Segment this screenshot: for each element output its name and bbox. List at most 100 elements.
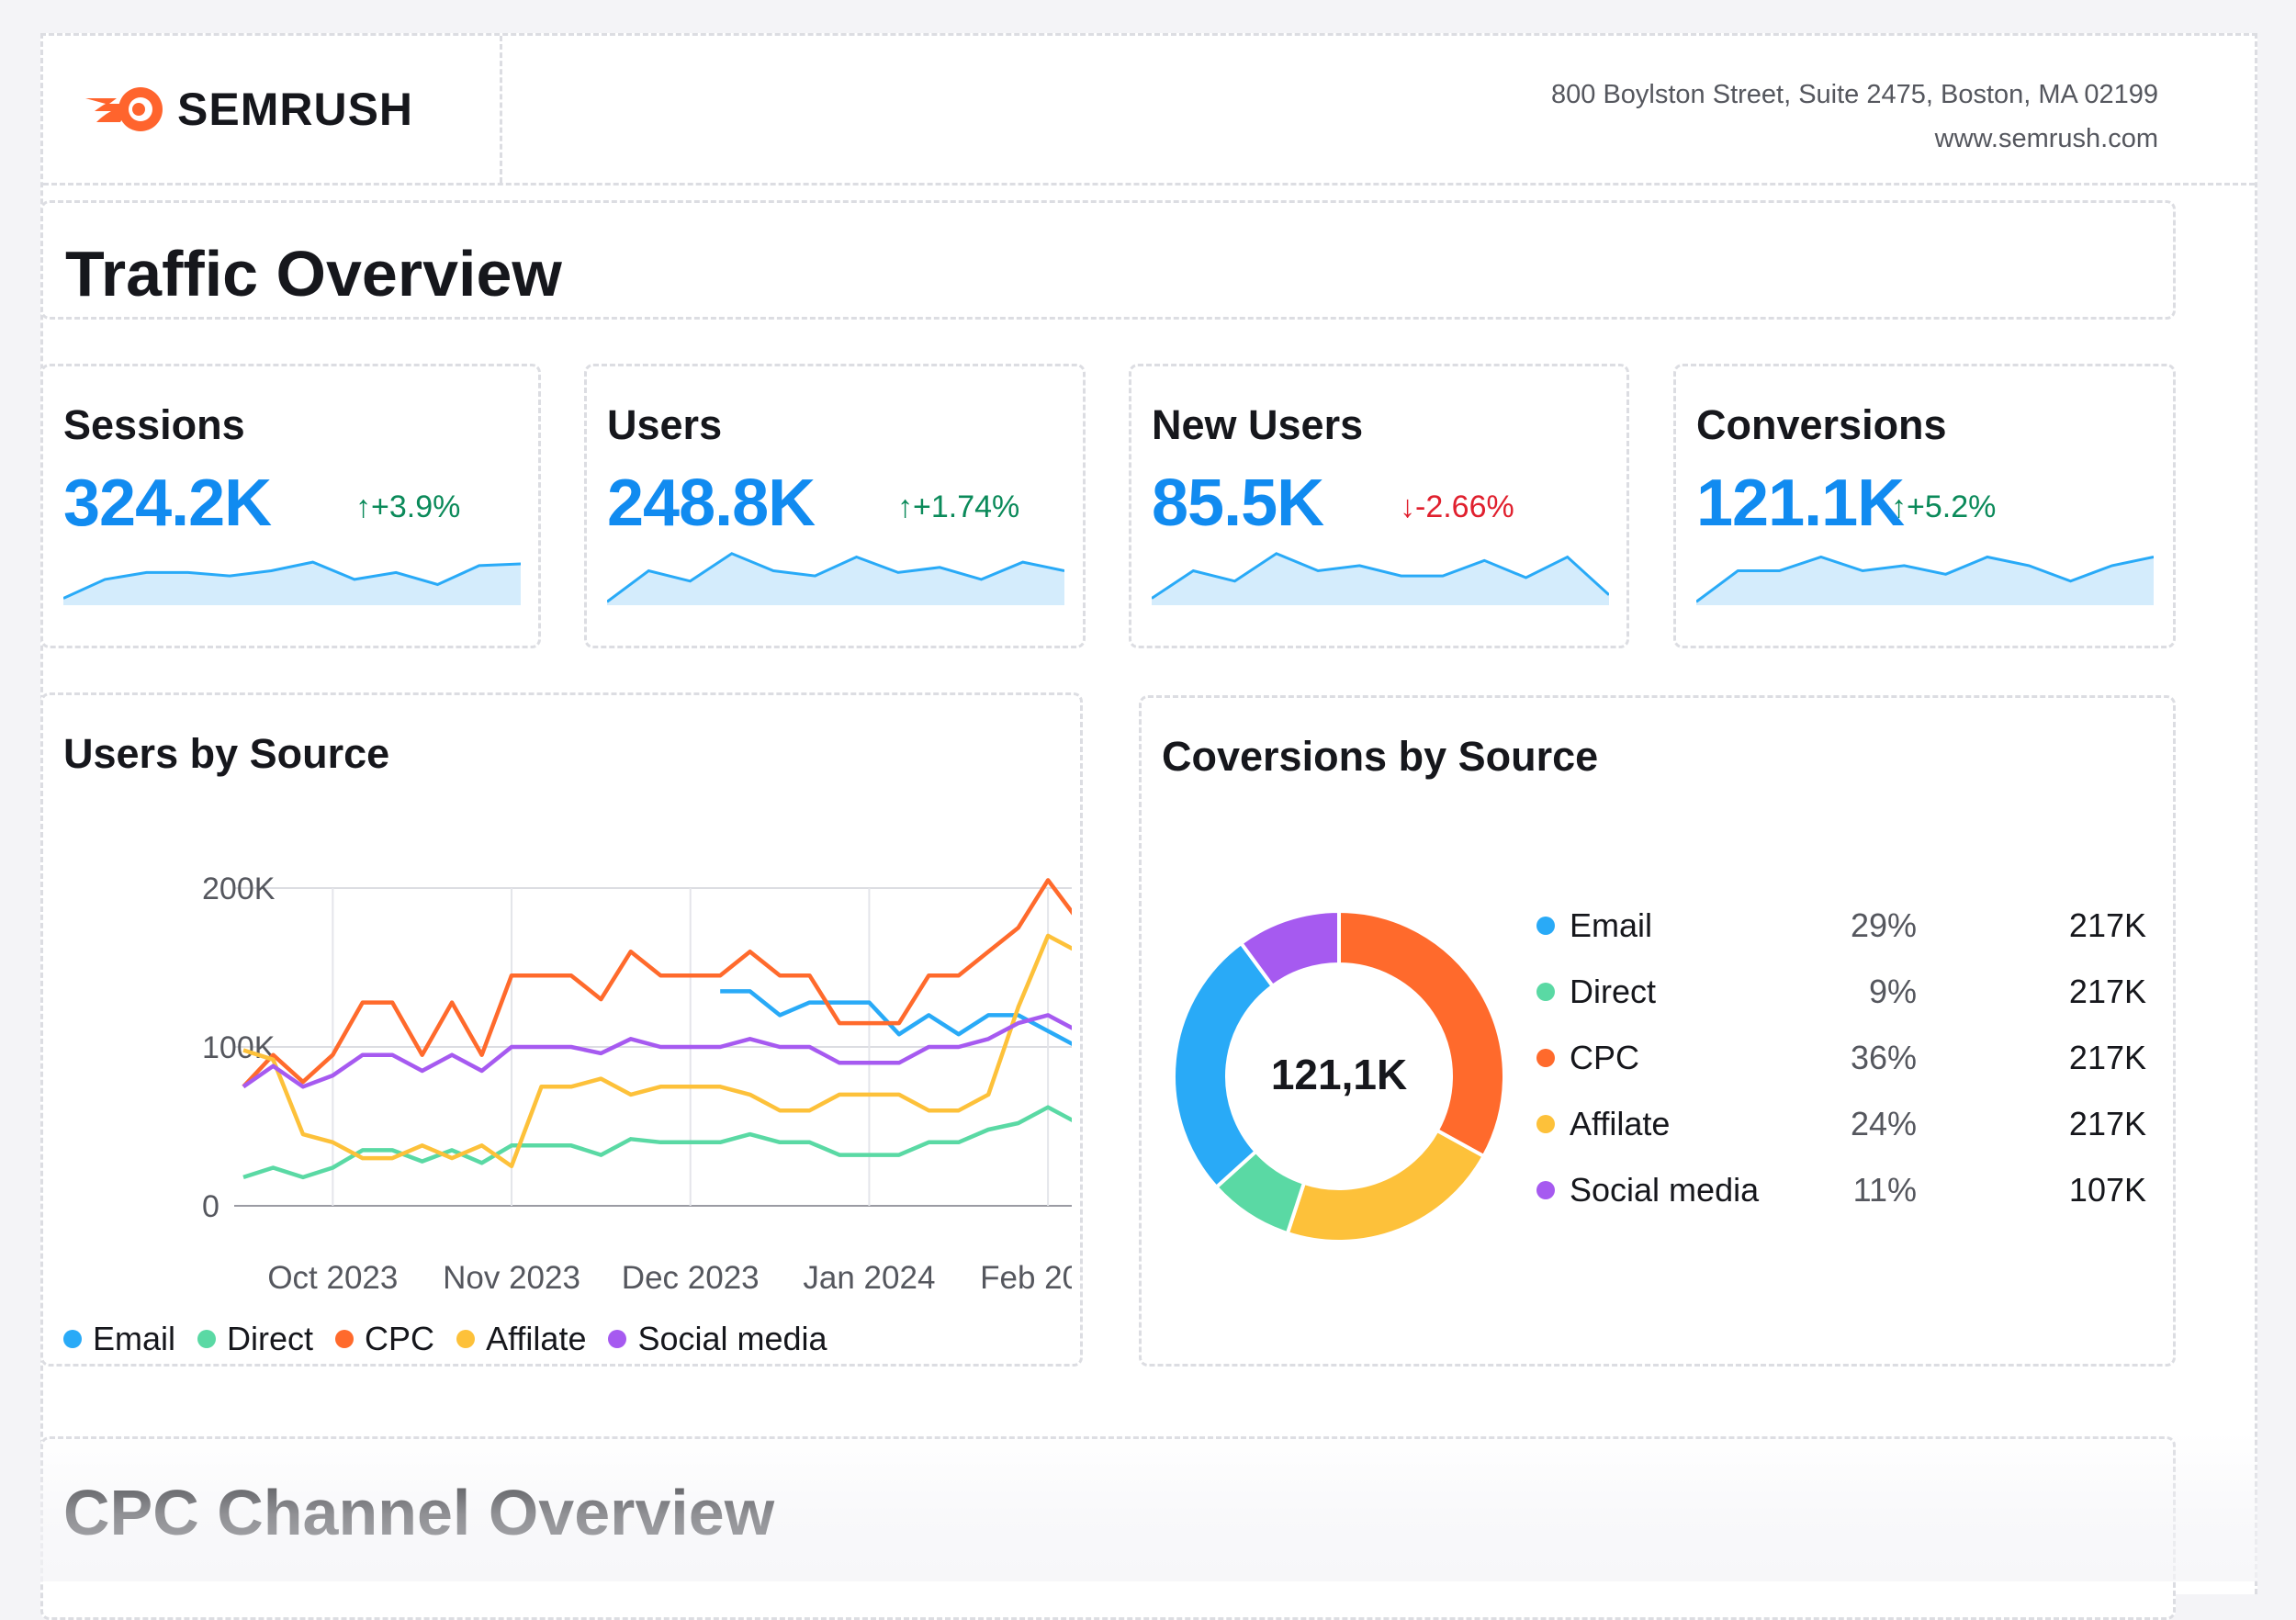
kpi-card-sessions[interactable]: Sessions 324.2K ↑+3.9%: [40, 364, 541, 648]
series-line-social-media[interactable]: [242, 1013, 1072, 1089]
source-name: CPC: [1570, 1039, 1640, 1076]
legend-row-direct[interactable]: Direct 9% 217K: [1536, 969, 2161, 1015]
series-line-email[interactable]: [720, 989, 1072, 1047]
donut-slice-cpc[interactable]: [1337, 908, 1506, 1159]
sparkline-line: [607, 552, 1064, 603]
email-dot-icon: [63, 1330, 82, 1348]
legend-row-cpc[interactable]: CPC 36% 217K: [1536, 1035, 2161, 1081]
kpi-value: 248.8K: [607, 467, 816, 540]
kpi-card-users[interactable]: Users 248.8K ↑+1.74%: [584, 364, 1086, 648]
source-percent: 9%: [1868, 973, 1917, 1010]
legend-item-affilate[interactable]: Affilate: [456, 1320, 586, 1358]
social-media-dot-icon: [608, 1330, 627, 1348]
donut-slice-social-media[interactable]: [1238, 908, 1341, 989]
users-by-source-chart[interactable]: 0 100K 200K Oct 2023 Nov 2023 Dec 2023 Jan 202…: [43, 842, 1072, 1320]
cpc-dot-icon: [335, 1330, 355, 1348]
brand-logo[interactable]: SEMRUSH: [43, 36, 502, 183]
company-address: 800 Boylston Street, Suite 2475, Boston,…: [1551, 73, 2158, 161]
direct-dot-icon: [197, 1330, 217, 1348]
legend-item-direct[interactable]: Direct: [197, 1320, 313, 1358]
legend-label: Social media: [637, 1320, 827, 1357]
sparkline-chart: [63, 560, 521, 605]
x-tick-label: Jan 2024: [803, 1260, 935, 1296]
sparkline-line: [1152, 552, 1609, 600]
x-tick-label: Feb 2024: [980, 1260, 1072, 1296]
conversions-donut-chart[interactable]: 121,1K: [1155, 893, 1523, 1260]
kpi-label: Users: [607, 401, 723, 448]
sparkline-area: [1152, 553, 1609, 605]
source-percent: 24%: [1850, 1105, 1917, 1142]
legend-row-email[interactable]: Email 29% 217K: [1536, 903, 2161, 949]
affilate-dot-icon: [456, 1330, 476, 1348]
series-line-cpc[interactable]: [242, 878, 1072, 1088]
donut-center-label: 121,1K: [1271, 1051, 1407, 1098]
y-tick-label: 200K: [202, 872, 276, 906]
legend-label: Email: [93, 1320, 176, 1357]
sparkline-area: [607, 553, 1064, 605]
kpi-delta: ↑+5.2%: [1891, 489, 1997, 524]
sparkline-line: [1696, 555, 2154, 603]
kpi-label: Sessions: [63, 401, 245, 448]
kpi-card-new-users[interactable]: New Users 85.5K ↓-2.66%: [1129, 364, 1629, 648]
kpi-label: New Users: [1152, 401, 1364, 448]
kpi-delta: ↓-2.66%: [1400, 489, 1514, 524]
legend-row-affilate[interactable]: Affilate 24% 217K: [1536, 1101, 2161, 1147]
section-title: CPC Channel Overview: [63, 1477, 775, 1548]
source-name: Direct: [1570, 973, 1657, 1010]
legend-label: CPC: [365, 1320, 435, 1357]
legend-label: Affilate: [486, 1320, 587, 1357]
sparkline-area: [1696, 557, 2154, 605]
brand-name: SEMRUSH: [177, 84, 414, 135]
source-name: Social media: [1570, 1171, 1760, 1209]
sparkline-chart: [1152, 552, 1609, 605]
kpi-value: 121.1K: [1696, 467, 1905, 540]
legend-item-cpc[interactable]: CPC: [335, 1320, 434, 1358]
panel-title: Coversions by Source: [1162, 733, 1599, 780]
email-dot-icon: [1536, 917, 1555, 935]
report-header: SEMRUSH 800 Boylston Street, Suite 2475,…: [43, 36, 2255, 186]
source-value: 217K: [2068, 906, 2146, 944]
legend-item-social-media[interactable]: Social media: [608, 1320, 827, 1358]
source-name: Email: [1570, 906, 1653, 944]
donut-slice-affilate[interactable]: [1285, 1128, 1487, 1243]
users-by-source-panel: Users by Source 0 100K 200K Oct 2023 Nov 202…: [40, 692, 1083, 1367]
source-percent: 11%: [1852, 1171, 1917, 1209]
legend-label: Direct: [227, 1320, 314, 1357]
cpc-channel-overview-panel: CPC Channel Overview: [40, 1436, 2176, 1620]
affilate-dot-icon: [1536, 1115, 1555, 1133]
source-name: Affilate: [1570, 1105, 1671, 1142]
social-media-dot-icon: [1536, 1181, 1555, 1199]
kpi-card-conversions[interactable]: Conversions 121.1K ↑+5.2%: [1673, 364, 2176, 648]
source-value: 217K: [2068, 1039, 2146, 1076]
chart-legend: Email Direct CPC Affilate Social media: [63, 1320, 827, 1358]
kpi-label: Conversions: [1696, 401, 1947, 448]
y-tick-label: 100K: [202, 1030, 276, 1065]
legend-row-social-media[interactable]: Social media 11% 107K: [1536, 1167, 2161, 1213]
source-percent: 29%: [1850, 906, 1917, 944]
address-line: 800 Boylston Street, Suite 2475, Boston,…: [1551, 80, 2158, 109]
kpi-delta: ↑+3.9%: [355, 489, 461, 524]
x-tick-label: Oct 2023: [267, 1260, 398, 1296]
sparkline-chart: [607, 552, 1064, 605]
page-title-panel: Traffic Overview: [40, 200, 2176, 320]
panel-title: Users by Source: [63, 730, 390, 777]
series-line-affilate[interactable]: [242, 933, 1072, 1169]
conversions-by-source-panel: Coversions by Source 121,1K Email 29% 21…: [1139, 695, 2176, 1367]
source-value: 217K: [2068, 1105, 2146, 1142]
cpc-dot-icon: [1536, 1049, 1555, 1067]
kpi-delta: ↑+1.74%: [897, 489, 1020, 524]
website-link[interactable]: www.semrush.com: [1934, 124, 2158, 153]
series-line-direct[interactable]: [242, 1105, 1072, 1180]
kpi-value: 324.2K: [63, 467, 272, 540]
x-tick-label: Nov 2023: [443, 1260, 580, 1296]
direct-dot-icon: [1536, 983, 1555, 1001]
source-value: 107K: [2068, 1171, 2146, 1209]
legend-item-email[interactable]: Email: [63, 1320, 175, 1358]
source-percent: 36%: [1850, 1039, 1917, 1076]
page-title: Traffic Overview: [65, 238, 562, 309]
donut-slice-email[interactable]: [1172, 940, 1276, 1190]
x-tick-label: Dec 2023: [622, 1260, 760, 1296]
sparkline-chart: [1696, 555, 2154, 605]
y-tick-label: 0: [202, 1189, 219, 1224]
sparkline-area: [63, 562, 521, 605]
